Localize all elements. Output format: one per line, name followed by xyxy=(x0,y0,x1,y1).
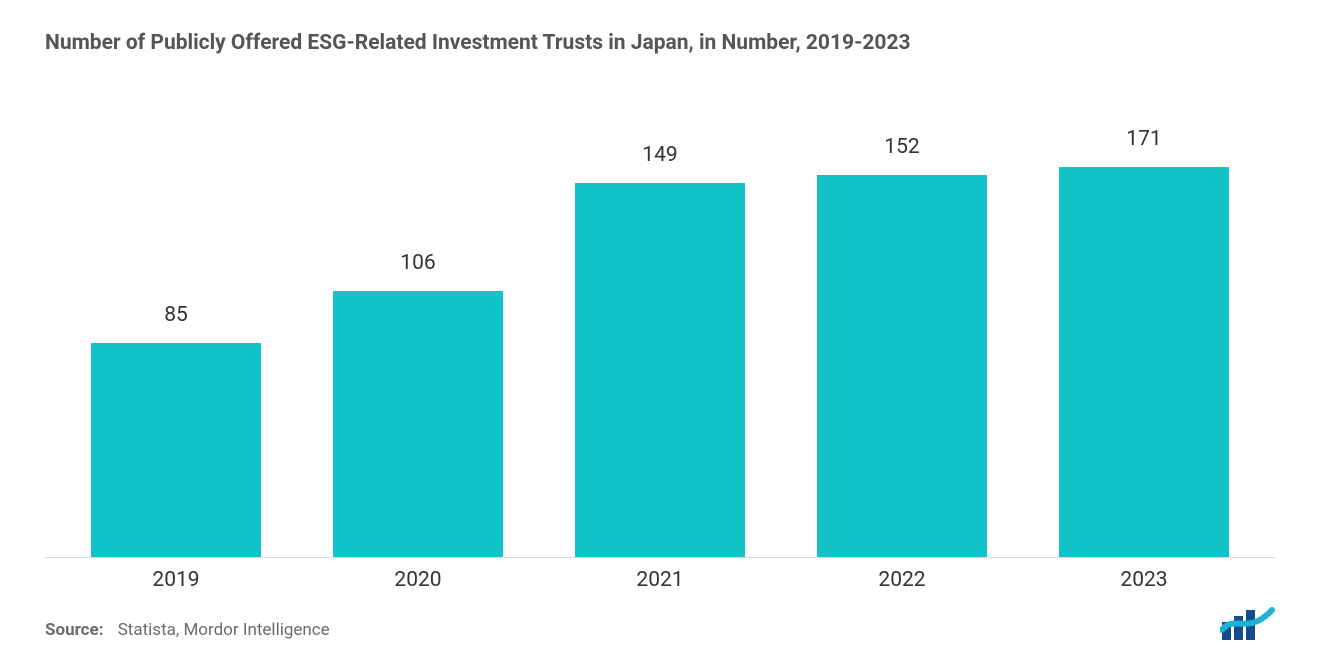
bar xyxy=(575,183,745,557)
x-axis-label: 2021 xyxy=(539,568,781,592)
chart-title: Number of Publicly Offered ESG-Related I… xyxy=(45,30,1275,57)
plot-area: 85 106 149 152 171 xyxy=(45,127,1275,558)
x-axis-label: 2022 xyxy=(781,568,1023,592)
source-citation: Source: Statista, Mordor Intelligence xyxy=(45,620,330,640)
chart-container: Number of Publicly Offered ESG-Related I… xyxy=(0,0,1320,665)
bar-slot: 85 xyxy=(55,127,297,557)
x-axis-label: 2020 xyxy=(297,568,539,592)
bar-value-label: 152 xyxy=(884,135,919,159)
x-axis-label: 2019 xyxy=(55,568,297,592)
bar xyxy=(333,291,503,557)
brand-logo-icon xyxy=(1220,606,1275,640)
bar-value-label: 106 xyxy=(400,251,435,275)
bar-value-label: 171 xyxy=(1126,127,1161,151)
x-axis-labels: 20192020202120222023 xyxy=(45,558,1275,592)
x-axis-label: 2023 xyxy=(1023,568,1265,592)
source-text: Statista, Mordor Intelligence xyxy=(118,620,330,640)
bar xyxy=(1059,167,1229,557)
bar-slot: 152 xyxy=(781,127,1023,557)
bar-slot: 106 xyxy=(297,127,539,557)
bar xyxy=(817,175,987,557)
bar-value-label: 85 xyxy=(164,303,188,327)
bar xyxy=(91,343,261,557)
bar-value-label: 149 xyxy=(642,143,677,167)
footer-row: Source: Statista, Mordor Intelligence xyxy=(45,606,1275,640)
plot-area-wrap: 85106149152171 20192020202120222023 xyxy=(45,127,1275,558)
source-label: Source: xyxy=(45,620,103,640)
bar-slot: 171 xyxy=(1023,127,1265,557)
bar-slot: 149 xyxy=(539,127,781,557)
